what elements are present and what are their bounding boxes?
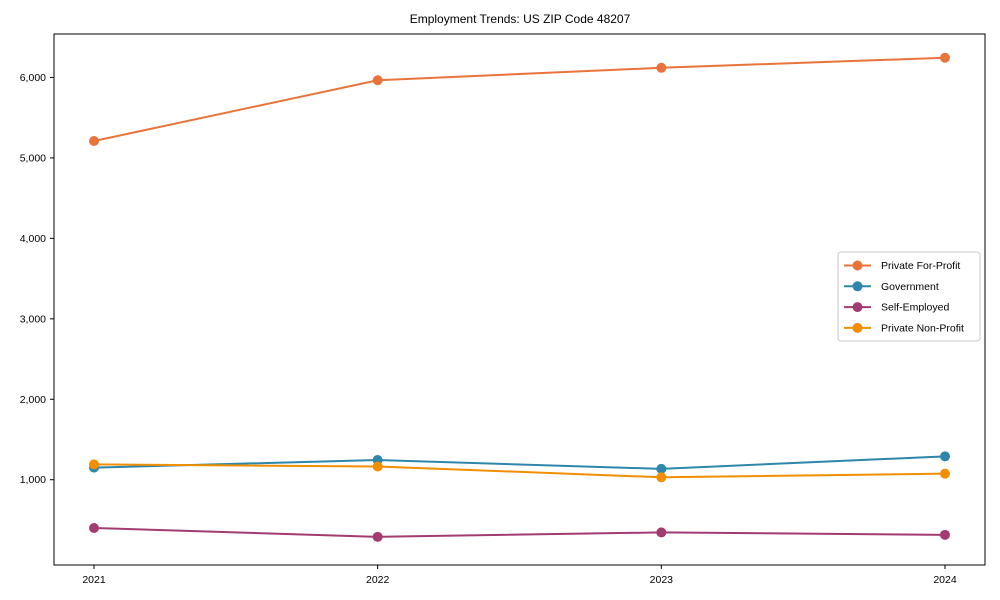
legend: Private For-Profit Government Self-Employe… [837, 251, 981, 342]
legend-label: Private For-Profit [881, 260, 960, 272]
legend-marker-dot [852, 281, 863, 292]
data-point-private-for-profit [372, 75, 383, 86]
plot-area: 1,000 2,000 3,000 4,000 5,000 6,000 2021 2022 20… [20, 33, 986, 586]
data-point-self-employed [89, 522, 99, 533]
y-tick-label: 3,000 [20, 313, 46, 325]
data-point-self-employed [372, 531, 383, 542]
data-point-private-for-profit [89, 136, 99, 147]
series-line-government [93, 455, 946, 470]
y-tick-label: 6,000 [20, 72, 46, 84]
legend-item-private-non-profit: Private Non-Profit [844, 322, 964, 334]
legend-item-private-for-profit: Private For-Profit [844, 260, 960, 272]
legend-label: Private Non-Profit [881, 322, 964, 334]
x-tick-label: 2022 [366, 574, 390, 586]
legend-item-government: Government [844, 281, 939, 293]
data-point-private-for-profit [656, 62, 667, 73]
x-tick-label: 2021 [82, 574, 106, 586]
y-tick-label: 2,000 [20, 394, 46, 406]
legend-marker-dot [852, 260, 863, 271]
legend-marker-dot [852, 302, 863, 313]
data-point-private-non-profit [656, 472, 667, 483]
x-tick-label: 2024 [933, 574, 957, 586]
data-point-private-for-profit [940, 52, 950, 63]
y-tick-label: 1,000 [20, 474, 46, 486]
y-tick-label: 5,000 [20, 152, 46, 164]
plot-border [53, 33, 986, 566]
series-self-employed [89, 522, 950, 542]
legend-item-self-employed: Self-Employed [844, 302, 949, 314]
data-point-private-non-profit [940, 468, 950, 479]
series-private-non-profit [89, 459, 950, 483]
series-private-for-profit [89, 52, 950, 147]
legend-marker-dot [852, 322, 863, 333]
y-tick-label: 4,000 [20, 233, 46, 245]
x-tick-label: 2023 [650, 574, 674, 586]
legend-label: Self-Employed [881, 302, 949, 314]
data-point-government [656, 463, 667, 474]
series-government [89, 451, 950, 474]
legend-box [837, 251, 981, 342]
chart-title: Employment Trends: US ZIP Code 48207 [410, 12, 631, 26]
data-point-government [940, 451, 950, 462]
legend-label: Government [881, 281, 939, 293]
series-line-private-for-profit [93, 56, 946, 142]
series-line-self-employed [93, 526, 946, 538]
data-point-private-non-profit [89, 459, 99, 470]
data-point-self-employed [940, 529, 950, 540]
data-point-private-non-profit [372, 461, 383, 472]
series-line-private-non-profit [93, 463, 946, 479]
data-point-self-employed [656, 527, 667, 538]
